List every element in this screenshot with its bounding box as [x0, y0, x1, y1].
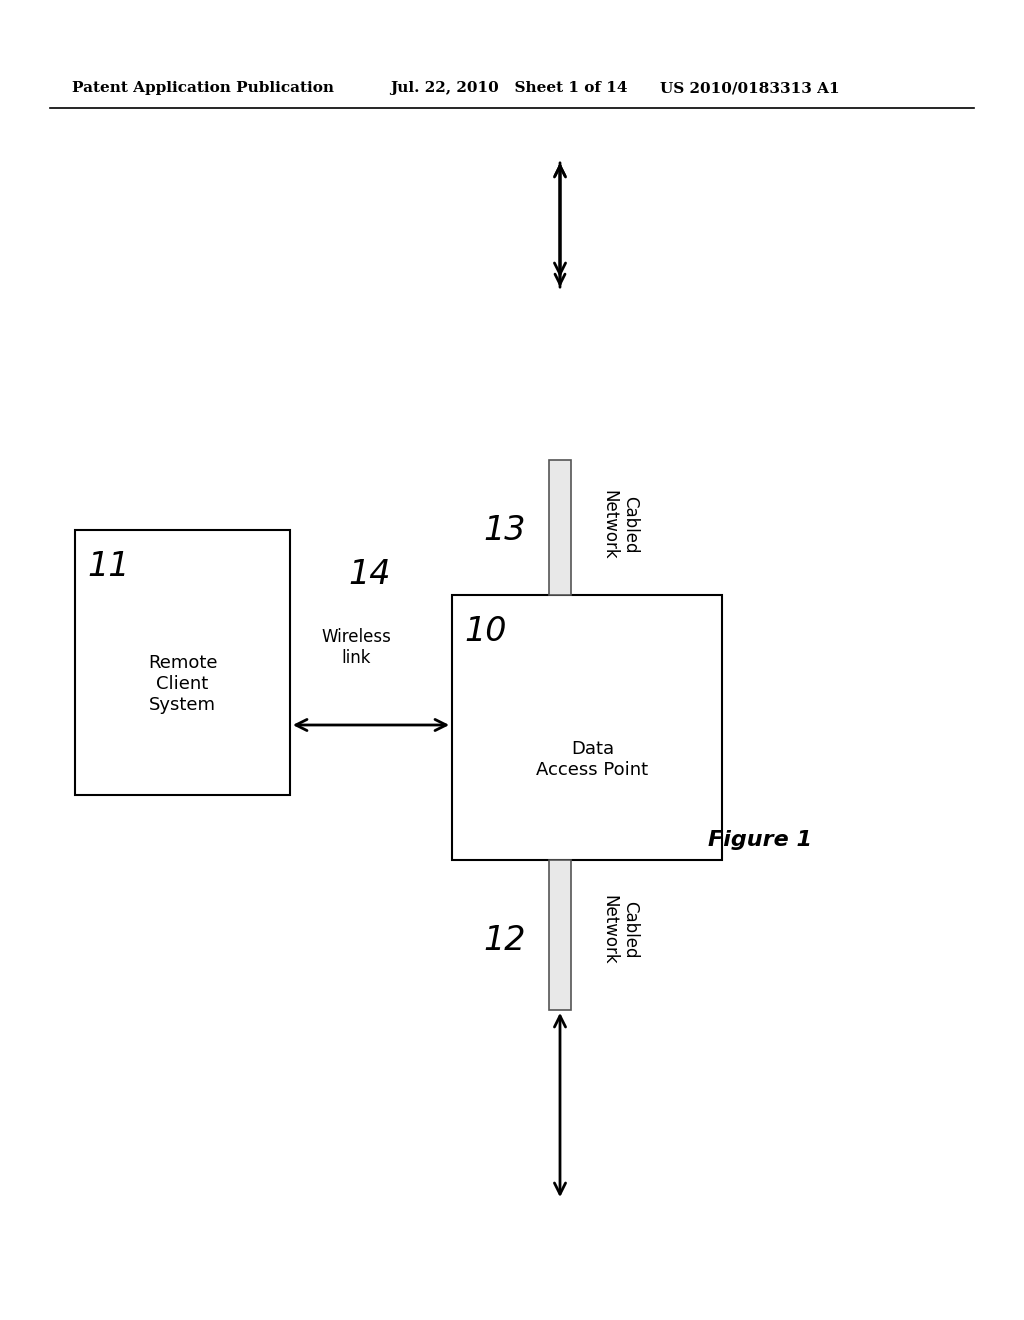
Text: Cabled
Network: Cabled Network [600, 895, 639, 965]
Bar [549, 861, 571, 1010]
Text: 14: 14 [349, 558, 391, 591]
Text: Figure 1: Figure 1 [708, 830, 812, 850]
Text: Cabled
Network: Cabled Network [600, 490, 639, 560]
Text: 10: 10 [464, 615, 507, 648]
Bar [452, 595, 722, 861]
Text: Jul. 22, 2010   Sheet 1 of 14: Jul. 22, 2010 Sheet 1 of 14 [390, 81, 628, 95]
Text: 13: 13 [483, 513, 526, 546]
Text: Data
Access Point: Data Access Point [537, 741, 648, 779]
Text: Wireless
link: Wireless link [322, 628, 391, 667]
Bar [549, 459, 571, 595]
Text: US 2010/0183313 A1: US 2010/0183313 A1 [660, 81, 840, 95]
Text: Remote
Client
System: Remote Client System [147, 653, 217, 714]
Text: 12: 12 [483, 924, 526, 957]
Bar [75, 531, 290, 795]
Text: Patent Application Publication: Patent Application Publication [72, 81, 334, 95]
Text: 11: 11 [87, 550, 129, 583]
